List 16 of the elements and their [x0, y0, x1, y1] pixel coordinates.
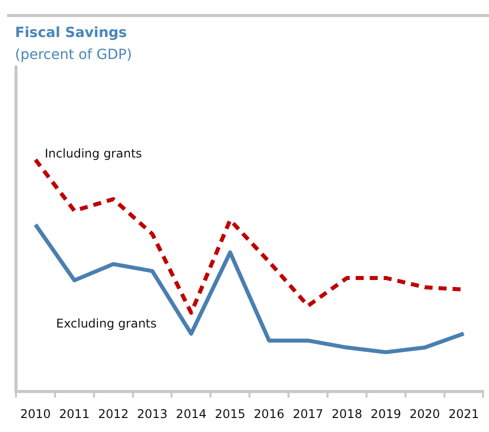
series-label: Excluding grants [56, 316, 157, 330]
x-tick-label: 2014 [176, 406, 206, 421]
x-tick-label: 2020 [410, 406, 440, 421]
x-tick-label: 2016 [254, 406, 284, 421]
x-tick-label: 2015 [214, 406, 246, 421]
x-tick-label: 2018 [332, 406, 362, 421]
x-tick-label: 2012 [98, 406, 129, 421]
x-tick-label: 2021 [448, 406, 480, 421]
series-label: Including grants [44, 146, 142, 160]
x-tick-label: 2011 [59, 406, 90, 421]
x-tick-label: 2019 [370, 406, 402, 421]
x-tick-label: 2010 [20, 406, 51, 421]
x-tick-label: 2017 [292, 406, 324, 421]
chart-title: Fiscal Savings [15, 25, 127, 41]
x-tick-label: 2013 [136, 406, 168, 421]
chart-subtitle: (percent of GDP) [15, 47, 132, 63]
